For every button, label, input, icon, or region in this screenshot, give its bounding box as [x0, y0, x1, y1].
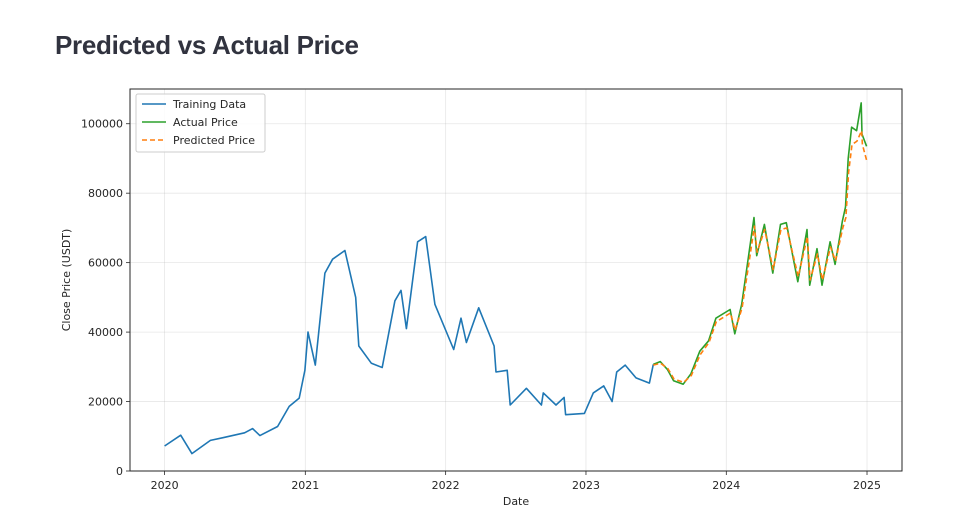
training-data-line: [164, 235, 655, 455]
x-axis-label: Date: [503, 495, 530, 508]
y-tick-label: 100000: [81, 118, 123, 131]
plot-area-frame: [129, 88, 903, 472]
x-tick-label: 2022: [432, 479, 460, 492]
legend: Training Data Actual Price Predicted Pri…: [135, 93, 266, 153]
y-tick-label: 40000: [88, 326, 123, 339]
y-tick-label: 0: [116, 465, 123, 478]
series-lines: [164, 102, 868, 455]
x-tick-label: 2024: [712, 479, 740, 492]
x-tick-label: 2020: [151, 479, 179, 492]
page-title: Predicted vs Actual Price: [55, 30, 359, 60]
legend-label-training: Training Data: [172, 98, 246, 111]
predicted-price-line: [653, 129, 868, 384]
y-tick-label: 20000: [88, 396, 123, 409]
x-tick-label: 2023: [572, 479, 600, 492]
legend-label-actual: Actual Price: [173, 116, 238, 129]
y-tick-label: 80000: [88, 187, 123, 200]
y-tick-label: 60000: [88, 257, 123, 270]
x-tick-label: 2025: [853, 479, 881, 492]
legend-box: [135, 93, 266, 153]
y-axis-label: Close Price (USDT): [60, 229, 73, 332]
x-tick-label: 2021: [291, 479, 319, 492]
legend-label-predicted: Predicted Price: [173, 134, 255, 147]
axis-ticks: 2020 2021 2022 2023 2024 2025 0 20000 40000 60000…: [81, 118, 881, 492]
